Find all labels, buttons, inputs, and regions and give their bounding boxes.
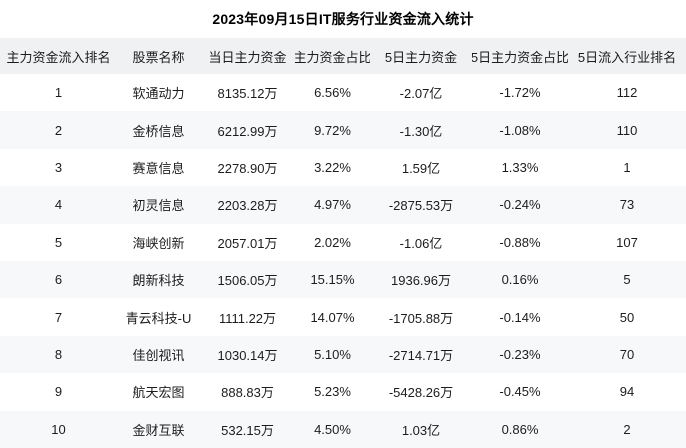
cell-rank: 3 — [54, 159, 63, 175]
table-row: 9 航天宏图 888.83万 5.23% -5428.26万 -0.45% 94 — [0, 373, 686, 411]
table-header-row: 主力资金流入排名 股票名称 当日主力资金 主力资金占比 5日主力资金 5日主力资… — [0, 38, 686, 74]
cell-stock-name: 金桥信息 — [132, 123, 185, 139]
cell-day-main-fund: 6212.99万 — [217, 123, 278, 139]
cell-stock-name: 青云科技-U — [125, 310, 192, 326]
cell-rank: 6 — [54, 272, 63, 288]
cell-stock-name: 赛意信息 — [132, 160, 185, 176]
cell-5day-main-fund-ratio: 0.86% — [501, 421, 539, 437]
cell-5day-main-fund-ratio: -0.14% — [499, 309, 541, 325]
cell-5day-main-fund-ratio: -1.72% — [499, 85, 541, 101]
cell-5day-main-fund-ratio: -0.24% — [499, 197, 541, 213]
cell-day-main-fund: 1111.22万 — [218, 310, 277, 326]
cell-5day-main-fund: -1.30亿 — [399, 123, 443, 139]
cell-stock-name: 初灵信息 — [132, 198, 185, 214]
cell-5day-main-fund-ratio: -1.08% — [499, 122, 541, 138]
cell-rank: 7 — [54, 309, 63, 325]
cell-main-fund-ratio: 4.97% — [314, 197, 351, 213]
cell-main-fund-ratio: 3.22% — [314, 159, 351, 175]
cell-main-fund-ratio: 9.72% — [314, 122, 351, 138]
cell-day-main-fund: 888.83万 — [221, 385, 274, 401]
cell-day-main-fund: 2057.01万 — [217, 235, 278, 251]
cell-5day-industry-rank: 2 — [623, 421, 631, 437]
cell-main-fund-ratio: 15.15% — [310, 272, 355, 288]
cell-5day-industry-rank: 1 — [623, 159, 631, 175]
cell-5day-industry-rank: 50 — [619, 309, 635, 325]
cell-5day-industry-rank: 107 — [616, 234, 638, 250]
cell-5day-main-fund-ratio: -0.23% — [499, 346, 541, 362]
cell-stock-name: 软通动力 — [132, 86, 185, 102]
cell-5day-main-fund: 1.03亿 — [401, 422, 441, 438]
cell-5day-main-fund: -2714.71万 — [388, 347, 454, 363]
column-header-stock-name: 股票名称 — [132, 49, 185, 65]
cell-5day-industry-rank: 112 — [616, 85, 638, 101]
cell-5day-main-fund: -2.07亿 — [399, 86, 443, 102]
cell-rank: 9 — [54, 384, 63, 400]
cell-5day-main-fund: -5428.26万 — [388, 385, 454, 401]
table-row: 8 佳创视讯 1030.14万 5.10% -2714.71万 -0.23% 7… — [0, 335, 686, 374]
table-row: 5 海峡创新 2057.01万 2.02% -1.06亿 -0.88% 107 — [0, 223, 686, 261]
cell-5day-main-fund: -1705.88万 — [388, 310, 454, 326]
column-header-day-main-fund: 当日主力资金 — [208, 49, 287, 65]
table-row: 2 金桥信息 6212.99万 9.72% -1.30亿 -1.08% 110 — [0, 111, 686, 149]
cell-stock-name: 航天宏图 — [132, 385, 185, 401]
cell-5day-main-fund-ratio: 1.33% — [501, 159, 539, 175]
cell-5day-industry-rank: 70 — [619, 346, 635, 362]
table-row: 7 青云科技-U 1111.22万 14.07% -1705.88万 -0.14… — [0, 298, 686, 336]
table-row: 1 软通动力 8135.12万 6.56% -2.07亿 -1.72% 112 — [0, 74, 686, 112]
column-header-5day-main-fund: 5日主力资金 — [384, 49, 458, 65]
cell-main-fund-ratio: 5.23% — [314, 384, 351, 400]
cell-main-fund-ratio: 6.56% — [314, 85, 351, 101]
cell-5day-main-fund-ratio: 0.16% — [501, 272, 539, 288]
table-row: 6 朗新科技 1506.05万 15.15% 1936.96万 0.16% 5 — [0, 260, 686, 299]
cell-5day-industry-rank: 73 — [619, 197, 635, 213]
cell-rank: 5 — [54, 234, 63, 250]
cell-5day-industry-rank: 94 — [619, 384, 635, 400]
cell-stock-name: 朗新科技 — [132, 273, 185, 289]
cell-main-fund-ratio: 14.07% — [310, 309, 355, 325]
cell-rank: 1 — [54, 85, 63, 101]
cell-main-fund-ratio: 2.02% — [314, 234, 351, 250]
cell-stock-name: 海峡创新 — [132, 235, 185, 251]
cell-rank: 4 — [54, 197, 63, 213]
cell-day-main-fund: 1506.05万 — [217, 273, 278, 289]
cell-5day-main-fund: -2875.53万 — [388, 198, 454, 214]
cell-5day-industry-rank: 5 — [623, 272, 631, 288]
cell-rank: 2 — [54, 122, 63, 138]
page-title: 2023年09月15日IT服务行业资金流入统计 — [212, 11, 474, 27]
cell-rank: 10 — [51, 421, 66, 437]
column-header-main-fund-ratio: 主力资金占比 — [295, 49, 370, 65]
cell-day-main-fund: 532.15万 — [221, 422, 274, 438]
cell-5day-main-fund-ratio: -0.88% — [499, 234, 541, 250]
cell-5day-main-fund-ratio: -0.45% — [499, 384, 541, 400]
cell-day-main-fund: 8135.12万 — [217, 86, 278, 102]
title-bar: 2023年09月15日IT服务行业资金流入统计 — [0, 0, 686, 38]
column-header-5day-main-fund-ratio: 5日主力资金占比 — [472, 49, 568, 65]
table-row: 10 金财互联 532.15万 4.50% 1.03亿 0.86% 2 — [0, 410, 686, 448]
cell-5day-main-fund: 1936.96万 — [391, 273, 451, 289]
column-header-rank: 主力资金流入排名 — [6, 49, 111, 65]
table-row: 4 初灵信息 2203.28万 4.97% -2875.53万 -0.24% 7… — [0, 186, 686, 224]
cell-main-fund-ratio: 4.50% — [314, 421, 351, 437]
cell-main-fund-ratio: 5.10% — [314, 346, 351, 362]
cell-5day-industry-rank: 110 — [616, 122, 638, 138]
column-header-5day-industry-rank: 5日流入行业排名 — [577, 49, 677, 65]
cell-5day-main-fund: 1.59亿 — [401, 160, 441, 176]
cell-day-main-fund: 2278.90万 — [217, 160, 278, 176]
fund-flow-table: 主力资金流入排名 股票名称 当日主力资金 主力资金占比 5日主力资金 5日主力资… — [0, 38, 686, 448]
cell-day-main-fund: 2203.28万 — [217, 198, 278, 214]
cell-day-main-fund: 1030.14万 — [217, 347, 278, 363]
cell-rank: 8 — [54, 346, 63, 362]
cell-5day-main-fund: -1.06亿 — [399, 235, 443, 251]
cell-stock-name: 佳创视讯 — [132, 347, 185, 363]
cell-stock-name: 金财互联 — [132, 422, 185, 438]
table-row: 3 赛意信息 2278.90万 3.22% 1.59亿 1.33% 1 — [0, 148, 686, 187]
